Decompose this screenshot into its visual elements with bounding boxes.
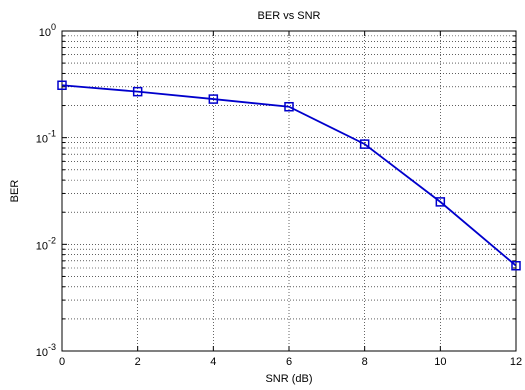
x-tick-label: 2 (135, 356, 141, 368)
y-tick-label: 10-1 (36, 129, 56, 146)
data-point-marker (132, 86, 143, 97)
data-point-marker (284, 101, 294, 112)
y-tick-label: 10-3 (36, 342, 56, 359)
chart-title: BER vs SNR (258, 10, 321, 22)
data-point-marker (57, 80, 67, 91)
series-line (61, 84, 517, 267)
y-tick-label-base: 10 (39, 27, 51, 39)
y-tick-label-exponent: -1 (48, 129, 56, 139)
data-point-marker (359, 139, 370, 149)
x-tick-label: 0 (59, 356, 65, 368)
y-tick-label-exponent: -3 (48, 342, 56, 352)
x-tick-label: 12 (510, 356, 522, 368)
y-tick-label-exponent: 0 (51, 22, 56, 32)
x-tick-labels: 0 2 4 6 8 10 12 (59, 356, 522, 368)
data-point-marker (208, 94, 219, 104)
x-tick-label: 4 (210, 356, 216, 368)
x-axis-label: SNR (dB) (265, 373, 312, 385)
x-tick-label: 10 (434, 356, 446, 368)
y-tick-label-exponent: -2 (48, 235, 56, 245)
y-tick-label-base: 10 (36, 347, 48, 359)
axis-ticks (61, 31, 517, 351)
y-tick-label: 100 (39, 22, 56, 39)
y-tick-label: 10-2 (36, 235, 56, 252)
grid-lines (62, 31, 516, 351)
x-tick-label: 6 (286, 356, 292, 368)
y-tick-label-base: 10 (36, 134, 48, 146)
data-point-marker (511, 260, 521, 271)
y-axis-label: BER (9, 180, 21, 203)
y-tick-label-base: 10 (36, 240, 48, 252)
series-group (57, 80, 521, 271)
data-point-marker (435, 197, 446, 207)
x-tick-label: 8 (362, 356, 368, 368)
